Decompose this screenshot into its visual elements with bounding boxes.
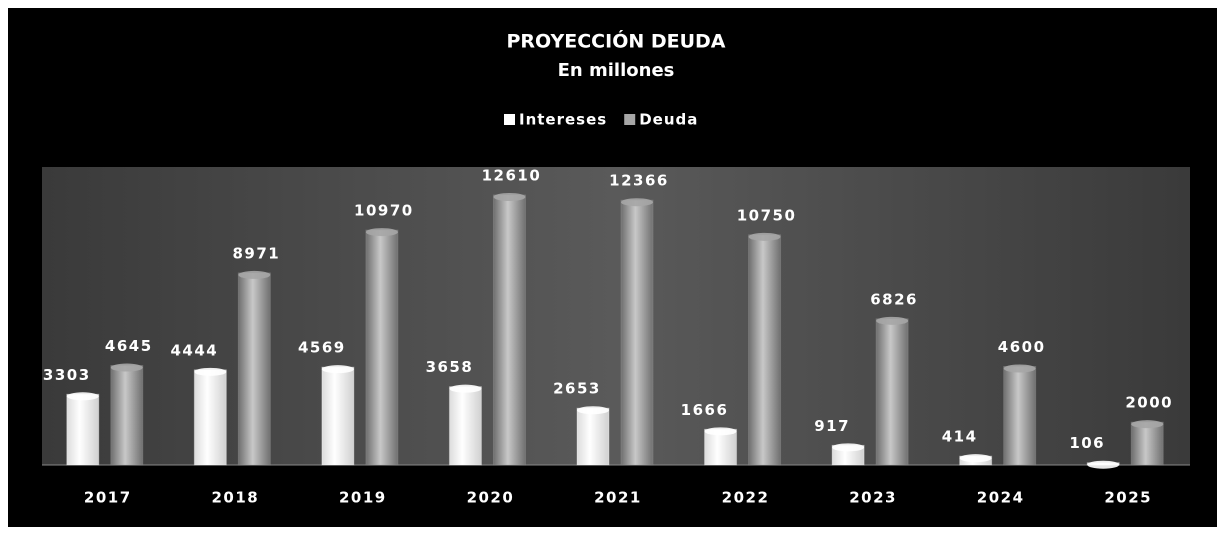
data-label: 2000	[1125, 394, 1173, 412]
data-label: 4444	[170, 341, 218, 359]
chart-title: PROYECCIÓN DEUDA	[506, 29, 725, 53]
legend-swatch	[504, 114, 515, 125]
bar-cap	[194, 367, 227, 376]
data-label: 1666	[681, 401, 729, 419]
bar-cap	[1087, 460, 1120, 469]
data-label: 3303	[43, 366, 91, 384]
x-tick-label: 2019	[339, 489, 387, 507]
bar-cap	[493, 193, 526, 201]
bar	[576, 407, 610, 466]
data-label: 8971	[232, 244, 280, 262]
bar	[492, 194, 526, 466]
bar-cap	[876, 316, 909, 325]
x-tick-label: 2024	[977, 489, 1025, 507]
x-tick-label: 2021	[594, 489, 642, 507]
data-label: 6826	[870, 290, 918, 308]
bar-cap	[321, 365, 354, 374]
data-label: 10750	[737, 206, 797, 224]
bar	[875, 318, 909, 466]
legend-label: Deuda	[639, 111, 698, 129]
x-tick-label: 2025	[1104, 489, 1152, 507]
bar-cap	[110, 363, 143, 372]
bar-cap	[238, 270, 271, 279]
data-label: 12366	[609, 172, 669, 190]
bar	[620, 199, 654, 466]
bar-cap	[832, 443, 865, 452]
bar	[448, 386, 482, 466]
x-tick-label: 2020	[467, 489, 515, 507]
bar-cap	[704, 427, 737, 436]
data-label: 106	[1069, 434, 1105, 452]
legend-swatch	[624, 114, 636, 125]
bar-cap	[577, 406, 609, 415]
bar-cap	[449, 384, 482, 393]
data-label: 3658	[426, 358, 474, 376]
data-label: 10970	[354, 202, 414, 220]
chart-subtitle: En millones	[558, 60, 675, 81]
data-label: 4600	[998, 338, 1046, 356]
bar-cap	[1131, 420, 1164, 429]
bar-cap	[1003, 364, 1036, 373]
data-label: 2653	[553, 380, 601, 398]
bar	[66, 393, 100, 466]
data-label: 414	[942, 428, 978, 446]
x-tick-label: 2023	[849, 489, 897, 507]
bar	[321, 366, 355, 466]
data-label: 917	[814, 417, 850, 435]
data-label: 4645	[105, 337, 153, 355]
bar-cap	[365, 228, 398, 237]
x-tick-label: 2018	[211, 489, 259, 507]
x-tick-label: 2022	[722, 489, 770, 507]
bar-cap	[66, 392, 99, 401]
legend-label: Intereses	[519, 111, 607, 129]
data-label: 12610	[482, 167, 542, 185]
bar-cap	[748, 232, 781, 241]
bar	[237, 272, 271, 466]
data-label: 4569	[298, 339, 346, 357]
bar	[110, 365, 144, 466]
x-tick-label: 2017	[84, 489, 132, 507]
bar-cap	[959, 454, 992, 463]
bar	[1003, 366, 1037, 466]
bar	[1130, 421, 1164, 466]
bar	[193, 369, 227, 466]
plot-area	[42, 167, 1190, 465]
bar-cap	[621, 198, 653, 207]
bar	[365, 229, 399, 466]
bar	[748, 234, 782, 466]
